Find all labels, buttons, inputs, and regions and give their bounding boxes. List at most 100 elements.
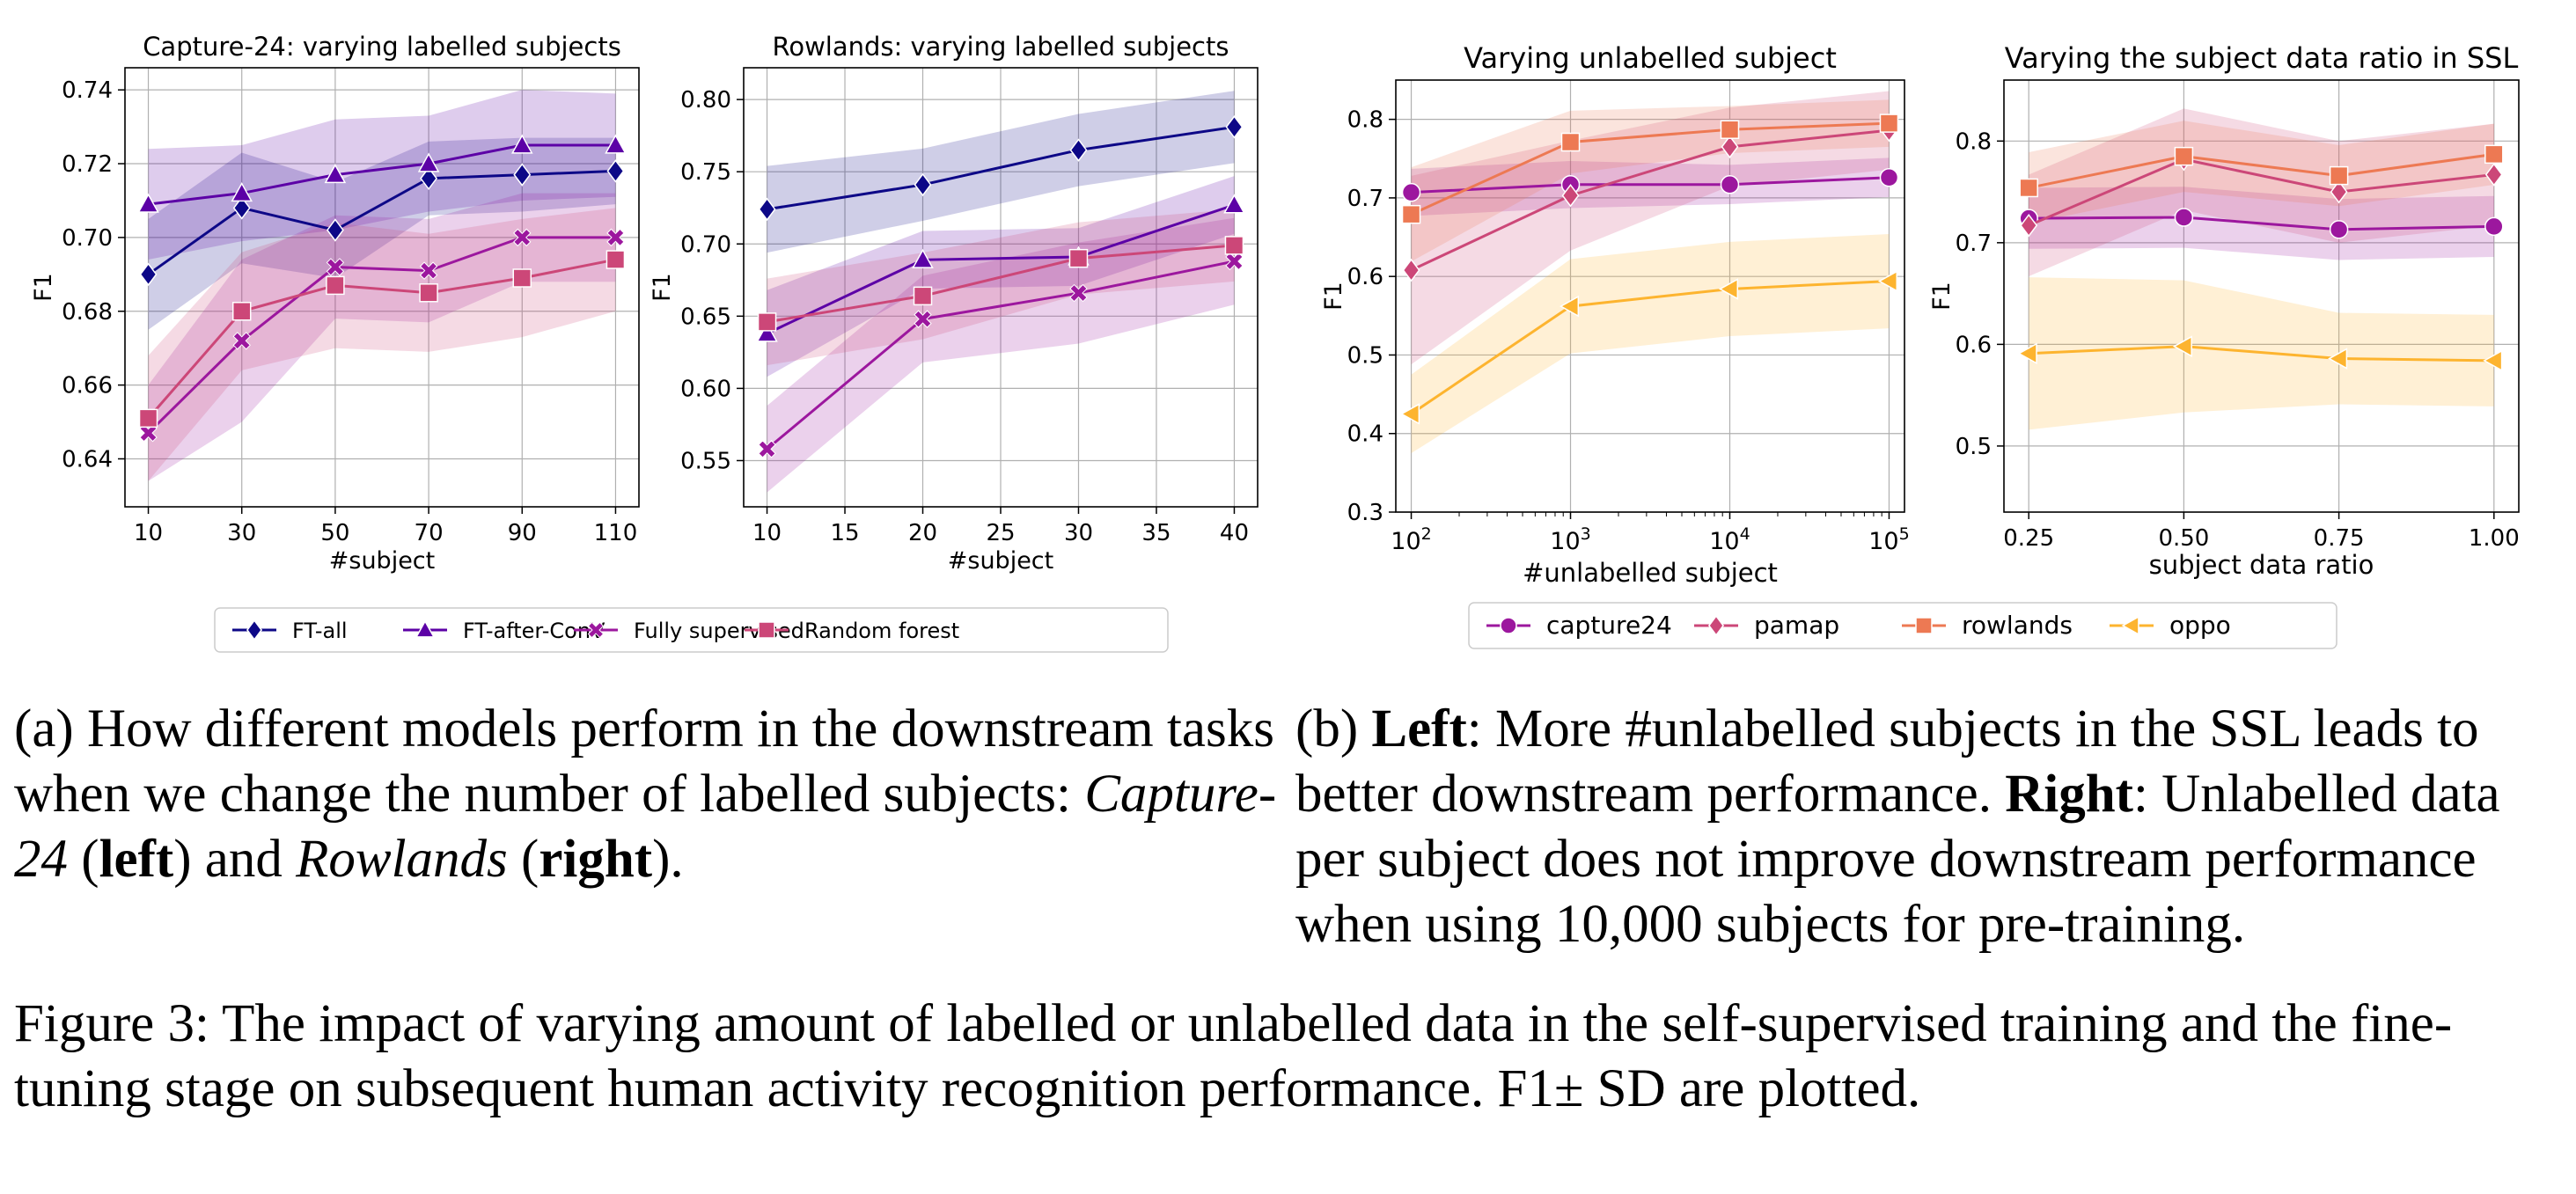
x-tick-label: 105 — [1868, 524, 1909, 555]
chart-1: 0.64 0.66 0.68 0.70 0.72 0.74 10 30 50 70 90 110 Cap… — [30, 32, 640, 575]
point-rowlands — [1720, 120, 1740, 139]
point-random-forest — [231, 302, 252, 321]
x-axis-label: #subject — [948, 547, 1054, 575]
point-oppo — [1559, 295, 1580, 318]
point-capture24 — [2329, 220, 2349, 239]
point-ft-all — [232, 196, 251, 220]
point-random-forest — [512, 268, 532, 288]
y-tick-label: 0.5 — [1347, 342, 1383, 369]
x-tick-label: 0.50 — [2158, 525, 2209, 552]
x-tick-label: 30 — [227, 520, 256, 546]
x-tick-label: 15 — [830, 520, 859, 546]
point-ft-after-conv — [324, 164, 347, 184]
series-line-oppo — [2029, 345, 2494, 363]
sd-band-ft-all — [148, 137, 616, 330]
y-tick-label: 0.65 — [680, 304, 731, 330]
point-capture24 — [2174, 208, 2194, 227]
caption-a-capture24: Capture-24 — [14, 765, 1277, 889]
plot-frame — [2003, 79, 2520, 513]
caption-a: (a) How different models perform in the … — [14, 697, 1290, 892]
caption-a-mid: ) and — [173, 830, 297, 889]
x-tick-label: 35 — [1141, 520, 1171, 546]
point-rowlands — [2329, 165, 2349, 186]
y-axis-label: F1 — [649, 273, 676, 302]
point-fully-supervised — [606, 228, 625, 247]
point-ft-after-conv — [756, 322, 778, 342]
chart-4: 0.5 0.6 0.7 0.8 0.25 0.50 0.75 1.00 Varying the … — [1928, 41, 2520, 580]
caption-a-end: ). — [652, 830, 684, 889]
y-tick-label: 0.64 — [62, 446, 113, 472]
point-fully-supervised — [914, 310, 932, 328]
point-rowlands — [1401, 204, 1421, 224]
point-oppo — [2328, 348, 2348, 370]
sd-band-rowlands — [2029, 121, 2494, 223]
x-tick-label: 104 — [1709, 524, 1750, 555]
point-rowlands — [2484, 144, 2504, 165]
legend-marker-ft-all — [246, 619, 263, 641]
legend-a: FT-all FT-after-ConV Fully supervised Rando… — [214, 607, 1169, 653]
point-ft-all — [1069, 138, 1088, 162]
y-tick-label: 0.68 — [62, 299, 113, 326]
series-line-ft-all — [767, 125, 1235, 211]
point-fully-supervised — [513, 228, 532, 247]
caption-a-paren1: ( — [68, 830, 99, 889]
series-line-rowlands — [1410, 121, 1890, 216]
x-tick-label: 25 — [986, 520, 1015, 546]
sd-band-random-forest — [767, 209, 1235, 366]
y-tick-label: 0.8 — [1956, 128, 1992, 155]
series-line-oppo — [1410, 280, 1890, 415]
x-axis-label: subject data ratio — [2149, 550, 2374, 580]
caption-b-text1: : More #unlabelled subjects in the SSL l… — [1295, 700, 2479, 824]
point-capture24 — [1720, 174, 1740, 194]
y-axis-label: F1 — [30, 273, 57, 302]
y-tick-label: 0.6 — [1347, 264, 1383, 290]
point-rowlands — [1560, 132, 1581, 152]
point-random-forest — [1068, 248, 1089, 268]
point-ft-after-conv — [510, 134, 533, 154]
x-tick-label: 40 — [1220, 520, 1249, 546]
plot-frame — [1395, 79, 1905, 513]
point-random-forest — [419, 283, 438, 303]
point-ft-after-conv — [1223, 194, 1245, 214]
legend-frame — [214, 607, 1169, 653]
chart-3: 0.3 0.4 0.5 0.6 0.7 0.8 102 103 104 105 Varying un… — [1320, 41, 1910, 588]
point-ft-all — [914, 172, 932, 197]
series-line-ft-after-conv — [148, 143, 616, 206]
point-random-forest — [1224, 236, 1244, 255]
legend-label-ft-all: FT-all — [292, 619, 348, 643]
series-line-ft-all — [147, 169, 616, 276]
x-tick-label: 103 — [1550, 524, 1590, 555]
chart-title: Rowlands: varying labelled subjects — [773, 32, 1229, 62]
y-tick-label: 0.70 — [680, 231, 731, 258]
legend-marker-oppo — [2121, 615, 2139, 636]
sd-band-capture24 — [1411, 157, 1890, 216]
point-fully-supervised — [1225, 252, 1244, 271]
point-fully-supervised — [419, 261, 438, 280]
x-tick-label: 0.75 — [2314, 525, 2365, 552]
point-capture24 — [1401, 182, 1421, 202]
caption-b: (b) Left: More #unlabelled subjects in t… — [1295, 697, 2563, 957]
series-line-ft-after-conv — [766, 203, 1235, 335]
point-fully-supervised — [1069, 283, 1088, 303]
point-ft-after-conv — [912, 248, 934, 268]
legend-label-oppo: oppo — [2169, 611, 2231, 640]
figure-caption: Figure 3: The impact of varying amount o… — [14, 994, 2453, 1118]
point-rowlands — [2174, 146, 2194, 166]
sd-band-oppo — [1411, 233, 1890, 454]
y-tick-label: 0.72 — [62, 151, 113, 178]
point-rowlands — [1879, 114, 1899, 133]
point-fully-supervised — [758, 440, 776, 458]
series-line-random-forest — [767, 244, 1235, 324]
sd-band-random-forest — [148, 208, 616, 481]
point-pamap — [2330, 179, 2348, 204]
legend-marker-fully-supervised — [587, 621, 605, 639]
x-tick-label: 90 — [508, 520, 537, 546]
point-pamap — [1721, 135, 1739, 159]
x-tick-label: 70 — [415, 520, 444, 546]
legend-label-pamap: pamap — [1754, 611, 1839, 640]
caption-a-rowlands: Rowlands — [296, 830, 508, 889]
caption-b-right: Right — [2005, 765, 2133, 824]
x-axis-label: #subject — [329, 547, 436, 575]
chart-title: Capture-24: varying labelled subjects — [143, 32, 621, 62]
legend-label-capture24: capture24 — [1546, 611, 1672, 640]
